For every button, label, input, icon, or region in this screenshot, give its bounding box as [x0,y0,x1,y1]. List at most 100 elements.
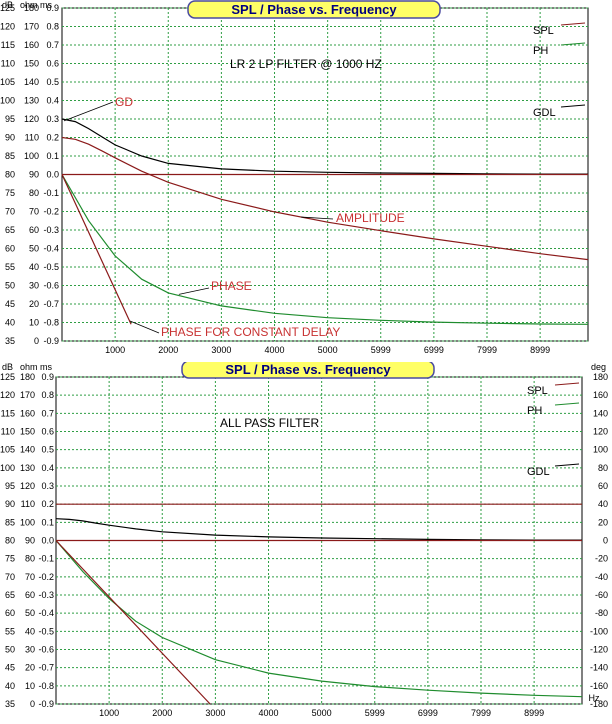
y-tick-db: 125 [0,3,15,13]
unit-label-ohm-ms: ohm ms [20,362,53,372]
y-tick-deg: 20 [598,517,608,527]
unit-label-db: dB [2,0,13,10]
legend-label-spl: SPL [533,25,554,37]
y-tick-db: 80 [5,170,15,180]
y-tick-db: 55 [5,626,15,636]
y-tick-db: 120 [0,22,15,32]
y-tick-ms: -0.6 [38,645,54,655]
y-tick-deg: -120 [590,645,608,655]
y-tick-deg: 0 [603,536,608,546]
y-tick-ohm: 180 [20,372,35,382]
legend-label-ph: PH [527,405,542,417]
y-tick-ms: 0.1 [46,151,59,161]
y-tick-ms: 0.0 [46,170,59,180]
y-tick-ms: -0.7 [38,663,54,673]
y-tick-db: 90 [5,499,15,509]
y-tick-db: 70 [5,572,15,582]
y-tick-ms: -0.9 [43,336,59,346]
chart-title: SPL / Phase vs. Frequency [225,362,391,377]
y-tick-db: 80 [5,536,15,546]
legend-line-ph [554,402,580,406]
x-tick-label: 6999 [424,345,444,355]
y-tick-db: 115 [1,40,15,50]
y-tick-ohm: 90 [25,536,35,546]
annotation-leader [63,101,114,122]
y-tick-ohm: 120 [20,481,35,491]
y-tick-deg: 140 [593,408,608,418]
x-tick-label: 7999 [477,345,497,355]
y-tick-db: 105 [0,445,15,455]
y-tick-db: 50 [5,281,15,291]
legend-line-ph [560,42,586,46]
legend-line-spl [560,22,586,26]
annotation-label: AMPLITUDE [336,211,405,225]
x-tick-label: 5999 [371,345,391,355]
y-tick-ms: 0.7 [41,408,54,418]
y-tick-ohm: 120 [24,114,39,124]
x-tick-label: 1000 [105,345,125,355]
y-tick-ms: 0.4 [46,96,59,106]
legend-label-gdl: GDL [533,107,556,119]
y-tick-deg: 80 [598,463,608,473]
y-tick-ohm: 60 [25,590,35,600]
y-tick-ohm: 0 [30,699,35,709]
y-tick-ohm: 70 [29,207,39,217]
y-tick-ms: -0.8 [38,681,54,691]
y-tick-ohm: 80 [25,554,35,564]
y-tick-db: 100 [0,463,15,473]
y-tick-db: 65 [5,590,15,600]
y-tick-ohm: 170 [20,390,35,400]
y-tick-ms: -0.5 [43,262,59,272]
x-tick-label: 1000 [99,708,119,718]
y-tick-db: 110 [1,59,15,69]
y-tick-db: 95 [5,481,15,491]
y-tick-ohm: 110 [25,133,39,143]
annotation-label: PHASE FOR CONSTANT DELAY [161,325,340,339]
y-tick-ohm: 0 [34,336,39,346]
y-tick-ms: 0.9 [41,372,54,382]
y-tick-ms: 0.3 [41,481,54,491]
y-tick-ms: 0.5 [41,445,54,455]
legend-line-gdl [554,463,580,467]
y-tick-db: 100 [0,96,15,106]
y-tick-deg: 100 [593,445,608,455]
y-tick-db: 120 [0,390,15,400]
legend-line-spl [554,382,580,386]
y-tick-ohm: 50 [29,244,39,254]
y-tick-ohm: 180 [24,3,39,13]
y-tick-ms: 0.6 [46,59,59,69]
y-tick-ohm: 10 [25,681,35,691]
y-tick-deg: 160 [593,390,608,400]
annotation-leader [301,216,334,220]
y-tick-deg: -160 [590,681,608,691]
y-tick-ohm: 100 [24,151,39,161]
y-tick-ms: 0.8 [46,22,59,32]
x-tick-label: 7999 [471,708,491,718]
x-tick-label: 4000 [259,708,279,718]
y-tick-db: 95 [5,114,15,124]
y-tick-deg: 180 [593,372,608,382]
x-tick-label: 2000 [158,345,178,355]
y-tick-ms: 0.2 [46,133,59,143]
y-tick-db: 40 [5,318,15,328]
y-tick-ohm: 150 [24,59,39,69]
series-line-amplitude [61,136,589,261]
y-tick-deg: -60 [595,590,608,600]
y-tick-ms: -0.3 [43,225,59,235]
y-tick-db: 125 [0,372,15,382]
unit-label-db: dB [2,362,13,372]
legend-label-ph: PH [533,45,548,57]
y-tick-db: 35 [5,336,15,346]
y-tick-ohm: 50 [25,608,35,618]
y-tick-ohm: 60 [29,225,39,235]
x-tick-label: 8999 [524,708,544,718]
y-tick-ohm: 30 [29,281,39,291]
y-tick-ms: 0.8 [41,390,54,400]
y-tick-db: 65 [5,225,15,235]
series-line-gd [61,118,588,175]
series-line-phase-for-constant-delay [61,174,132,325]
y-tick-db: 75 [5,188,15,198]
y-tick-ohm: 170 [24,22,39,32]
y-tick-db: 45 [5,299,15,309]
